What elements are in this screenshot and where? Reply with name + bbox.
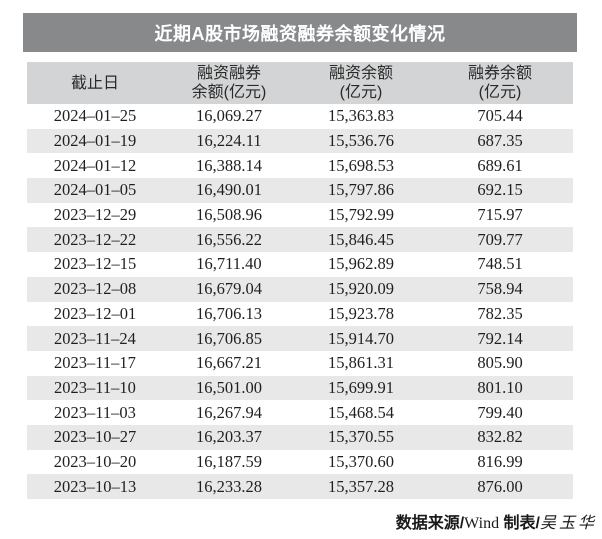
margin-total-cell: 16,388.14	[196, 155, 262, 175]
margin-balance-table-wrap: 截止日 融资融券 余额(亿元) 融资余额 (亿元) 融券余额 (亿元) 2024…	[27, 62, 573, 499]
col-header-date: 截止日	[27, 62, 163, 104]
financing-balance-cell: 15,357.28	[328, 476, 394, 496]
securities-lending-cell: 782.35	[477, 303, 523, 323]
financing-balance-cell: 15,370.60	[328, 451, 394, 471]
date-cell: 2024–01–25	[53, 106, 137, 126]
date-cell: 2023–11–03	[54, 402, 136, 422]
col-header-margin-total: 融资融券 余额(亿元)	[163, 62, 295, 104]
financing-balance-cell: 15,698.53	[328, 155, 394, 175]
financing-balance-cell: 15,797.86	[328, 180, 394, 200]
date-cell: 2023–12–01	[53, 303, 137, 323]
financing-balance-cell: 15,914.70	[328, 328, 394, 348]
margin-total-cell: 16,233.28	[196, 476, 262, 496]
margin-total-cell: 16,711.40	[196, 254, 262, 274]
financing-balance-cell: 15,923.78	[328, 303, 394, 323]
col-header-securities-lending-balance: 融券余额 (亿元)	[427, 62, 573, 104]
source-credit: 数据来源/Wind 制表/吴玉华	[396, 509, 597, 533]
date-cell: 2023–12–08	[53, 279, 137, 299]
margin-balance-table: 截止日 融资融券 余额(亿元) 融资余额 (亿元) 融券余额 (亿元) 2024…	[27, 62, 573, 499]
date-cell: 2023–11–10	[54, 377, 136, 397]
date-cell: 2024–01–19	[53, 131, 137, 151]
table-row: 2023–11–24 16,706.85 15,914.70 792.14	[27, 326, 573, 351]
financing-balance-cell: 15,536.76	[328, 131, 394, 151]
table-row: 2023–10–27 16,203.37 15,370.55 832.82	[27, 424, 573, 450]
financing-balance-cell: 15,792.99	[328, 205, 394, 225]
margin-total-cell: 16,667.21	[196, 353, 262, 373]
table-row: 2023–12–22 16,556.22 15,846.45 709.77	[27, 227, 573, 253]
table-row: 2024–01–25 16,069.27 15,363.83 705.44	[27, 104, 573, 129]
securities-lending-cell: 758.94	[477, 279, 523, 299]
financing-balance-cell: 15,370.55	[328, 427, 394, 447]
date-cell: 2023–10–27	[53, 427, 137, 447]
securities-lending-cell: 748.51	[477, 254, 523, 274]
margin-total-cell: 16,187.59	[196, 451, 262, 471]
data-source-value: Wind	[464, 515, 500, 532]
securities-lending-cell: 715.97	[477, 205, 523, 225]
date-cell: 2023–12–15	[53, 254, 137, 274]
margin-total-cell: 16,224.11	[196, 131, 262, 151]
table-row: 2023–12–08 16,679.04 15,920.09 758.94	[27, 276, 573, 302]
data-source-label: 数据来源/	[395, 515, 465, 532]
margin-total-cell: 16,203.37	[196, 427, 262, 447]
col-header-financing-balance: 融资余额 (亿元)	[295, 62, 427, 104]
financing-balance-cell: 15,920.09	[328, 279, 394, 299]
securities-lending-cell: 801.10	[477, 377, 523, 397]
table-row: 2024–01–12 16,388.14 15,698.53 689.61	[27, 153, 573, 178]
securities-lending-cell: 876.00	[477, 476, 523, 496]
securities-lending-cell: 792.14	[477, 328, 523, 348]
table-row: 2023–11–10 16,501.00 15,699.91 801.10	[27, 375, 573, 401]
securities-lending-cell: 832.82	[477, 427, 523, 447]
date-cell: 2023–10–20	[53, 451, 137, 471]
margin-total-cell: 16,556.22	[196, 229, 262, 249]
margin-total-cell: 16,490.01	[196, 180, 262, 200]
margin-total-cell: 16,501.00	[196, 377, 262, 397]
table-row: 2023–10–13 16,233.28 15,357.28 876.00	[27, 474, 573, 499]
date-cell: 2024–01–12	[53, 155, 137, 175]
date-cell: 2023–11–24	[54, 328, 136, 348]
securities-lending-cell: 687.35	[477, 131, 523, 151]
page-title: 近期A股市场融资融券余额变化情况	[154, 23, 446, 44]
table-body: 2024–01–25 16,069.27 15,363.83 705.44 2024–0…	[27, 104, 573, 499]
table-header: 截止日 融资融券 余额(亿元) 融资余额 (亿元) 融券余额 (亿元)	[27, 62, 573, 104]
table-row: 2023–12–15 16,711.40 15,962.89 748.51	[27, 252, 573, 277]
margin-total-cell: 16,267.94	[196, 402, 262, 422]
table-row: 2023–12–01 16,706.13 15,923.78 782.35	[27, 302, 573, 327]
table-row: 2023–11–17 16,667.21 15,861.31 805.90	[27, 351, 573, 376]
securities-lending-cell: 799.40	[477, 402, 523, 422]
header-row: 截止日 融资融券 余额(亿元) 融资余额 (亿元) 融券余额 (亿元)	[27, 62, 573, 104]
date-cell: 2024–01–05	[53, 180, 137, 200]
table-row: 2023–12–29 16,508.96 15,792.99 715.97	[27, 203, 573, 228]
title-bar: 近期A股市场融资融券余额变化情况	[23, 13, 577, 52]
financing-balance-cell: 15,699.91	[328, 377, 394, 397]
financing-balance-cell: 15,363.83	[328, 106, 394, 126]
date-cell: 2023–12–29	[53, 205, 137, 225]
securities-lending-cell: 692.15	[477, 180, 523, 200]
securities-lending-cell: 816.99	[477, 451, 523, 471]
table-row: 2023–11–03 16,267.94 15,468.54 799.40	[27, 400, 573, 425]
securities-lending-cell: 705.44	[477, 106, 523, 126]
date-cell: 2023–10–13	[53, 476, 137, 496]
securities-lending-cell: 709.77	[477, 229, 523, 249]
date-cell: 2023–11–17	[54, 353, 136, 373]
table-row: 2023–10–20 16,187.59 15,370.60 816.99	[27, 450, 573, 475]
margin-total-cell: 16,679.04	[196, 279, 262, 299]
margin-total-cell: 16,706.13	[196, 303, 262, 323]
margin-total-cell: 16,069.27	[196, 106, 262, 126]
financing-balance-cell: 15,962.89	[328, 254, 394, 274]
financing-balance-cell: 15,468.54	[328, 402, 394, 422]
securities-lending-cell: 689.61	[477, 155, 523, 175]
margin-total-cell: 16,508.96	[196, 205, 262, 225]
author-value: 吴玉华	[539, 513, 597, 532]
author-label: 制表/	[499, 515, 540, 532]
table-row: 2024–01–19 16,224.11 15,536.76 687.35	[27, 128, 573, 154]
table-row: 2024–01–05 16,490.01 15,797.86 692.15	[27, 178, 573, 203]
financing-balance-cell: 15,846.45	[328, 229, 394, 249]
margin-total-cell: 16,706.85	[196, 328, 262, 348]
date-cell: 2023–12–22	[53, 229, 137, 249]
financing-balance-cell: 15,861.31	[328, 353, 394, 373]
securities-lending-cell: 805.90	[477, 353, 523, 373]
